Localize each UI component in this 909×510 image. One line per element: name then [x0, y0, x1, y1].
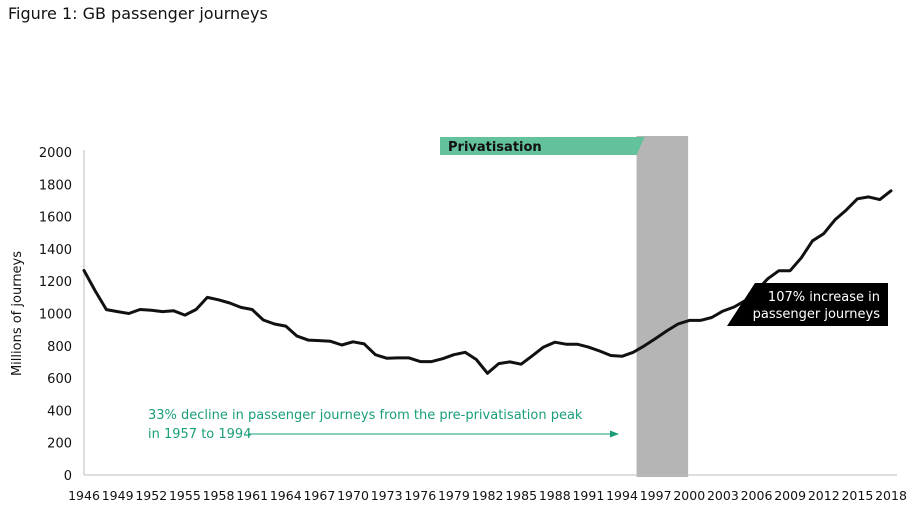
y-tick-label: 1400 — [39, 243, 72, 258]
x-tick-label: 1976 — [404, 488, 436, 503]
x-tick-label: 2006 — [741, 488, 773, 503]
y-tick-label: 0 — [64, 469, 72, 484]
x-tick-label: 2003 — [707, 488, 739, 503]
y-tick-label: 2000 — [39, 146, 72, 161]
series-line — [82, 189, 893, 375]
x-tick-label: 1991 — [572, 488, 604, 503]
y-axis-label: Millions of journeys — [10, 251, 25, 376]
x-tick-label: 1994 — [606, 488, 638, 503]
privatisation-band — [636, 136, 689, 477]
x-tick-label: 1985 — [505, 488, 537, 503]
x-tick-label: 1982 — [472, 488, 504, 503]
x-tick-label: 1964 — [270, 488, 302, 503]
y-tick-label: 1000 — [39, 308, 72, 323]
y-tick-label: 1600 — [39, 211, 72, 226]
x-tick-label: 1988 — [539, 488, 571, 503]
y-tick-label: 200 — [47, 437, 72, 452]
decline-arrow-head — [610, 430, 619, 438]
figure-title: Figure 1: GB passenger journeys — [8, 4, 268, 23]
x-tick-label: 1958 — [203, 488, 235, 503]
x-tick-label: 2015 — [841, 488, 873, 503]
x-tick-label: 1946 — [68, 488, 100, 503]
x-tick-label: 1949 — [102, 488, 134, 503]
y-tick-label: 800 — [47, 340, 72, 355]
decline-annotation-line2: in 1957 to 1994 — [148, 427, 251, 442]
increase-callout-line1: 107% increase in — [768, 290, 880, 305]
y-tick-label: 400 — [47, 404, 72, 419]
shaded-band-layer — [636, 136, 689, 477]
privatisation-banner — [440, 137, 645, 155]
x-tick-label: 2018 — [875, 488, 907, 503]
decline-annotation-line1: 33% decline in passenger journeys from t… — [148, 408, 583, 423]
x-tick-label: 1961 — [236, 488, 268, 503]
x-tick-label: 1955 — [169, 488, 201, 503]
axis-layer: 0 200 400 600 800 1000 1200 1400 1600 1800 2000 Mil… — [10, 146, 907, 503]
x-tick-label: 1967 — [303, 488, 335, 503]
x-tick-label: 1973 — [371, 488, 403, 503]
x-tick-label: 1979 — [438, 488, 470, 503]
x-tick-label: 1952 — [135, 488, 167, 503]
increase-callout-line2: passenger journeys — [753, 307, 881, 322]
x-tick-label: 1997 — [640, 488, 672, 503]
y-tick-label: 1200 — [39, 275, 72, 290]
privatisation-label: Privatisation — [448, 140, 542, 155]
x-tick-label: 2012 — [808, 488, 840, 503]
y-tick-label: 600 — [47, 372, 72, 387]
annotation-layer: Privatisation 107% increase in passenger j… — [148, 137, 888, 442]
x-tick-label: 1970 — [337, 488, 369, 503]
x-tick-label: 2009 — [774, 488, 806, 503]
y-tick-label: 1800 — [39, 178, 72, 193]
series-layer — [82, 189, 893, 375]
x-tick-label: 2000 — [673, 488, 705, 503]
increase-callout-box — [727, 283, 888, 326]
